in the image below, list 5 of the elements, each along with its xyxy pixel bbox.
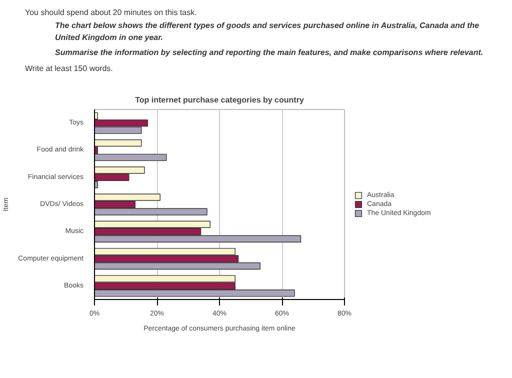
text: Summarise the information by selecting and reporting the main features, and make comparisons where relevant. <box>55 47 484 59</box>
chart-title: Top internet purchase categories by country <box>135 96 304 104</box>
text: Write at least 150 words. <box>25 62 114 74</box>
text: The chart below shows the different types of goods and services purchased online in Australia, Canada and the United Kingdom in one year. <box>55 20 480 44</box>
text: You should spend about 20 minutes on this task. <box>25 7 198 18</box>
